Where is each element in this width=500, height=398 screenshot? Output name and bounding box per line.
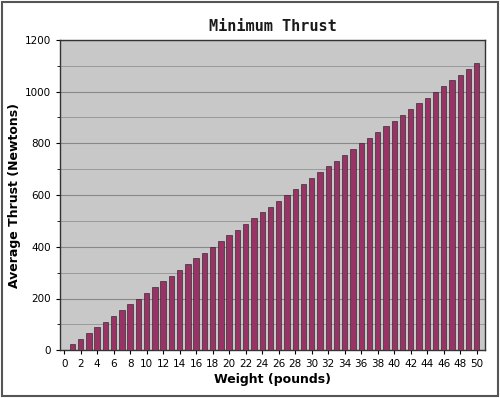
Bar <box>358 144 364 350</box>
Bar <box>70 345 75 350</box>
Title: Minimum Thrust: Minimum Thrust <box>208 20 336 35</box>
Bar <box>450 80 454 350</box>
Bar <box>111 316 116 350</box>
Bar <box>128 304 133 350</box>
Bar <box>416 103 422 350</box>
Bar <box>234 230 240 350</box>
Bar <box>350 149 356 350</box>
Bar <box>268 207 273 350</box>
Bar <box>144 293 150 350</box>
Bar <box>301 184 306 350</box>
Bar <box>334 161 339 350</box>
Bar <box>466 69 471 350</box>
Bar <box>400 115 405 350</box>
Bar <box>424 98 430 350</box>
Bar <box>194 258 199 350</box>
Bar <box>326 166 331 350</box>
Bar <box>168 275 174 350</box>
Bar <box>309 178 314 350</box>
Bar <box>284 195 290 350</box>
Bar <box>408 109 414 350</box>
Bar <box>375 132 380 350</box>
Bar <box>202 253 207 350</box>
Bar <box>252 218 256 350</box>
Bar <box>441 86 446 350</box>
Bar <box>136 298 141 350</box>
Bar <box>433 92 438 350</box>
Bar <box>226 235 232 350</box>
Bar <box>86 333 92 350</box>
Bar <box>292 189 298 350</box>
Y-axis label: Average Thrust (Newtons): Average Thrust (Newtons) <box>8 103 20 287</box>
Bar <box>384 126 388 350</box>
Bar <box>276 201 281 350</box>
Bar <box>218 241 224 350</box>
Bar <box>78 339 84 350</box>
Bar <box>243 224 248 350</box>
Bar <box>119 310 124 350</box>
Bar <box>177 270 182 350</box>
Bar <box>94 327 100 350</box>
Bar <box>152 287 158 350</box>
Bar <box>392 121 397 350</box>
Bar <box>210 247 216 350</box>
Bar <box>185 264 190 350</box>
Bar <box>160 281 166 350</box>
Bar <box>318 172 322 350</box>
X-axis label: Weight (pounds): Weight (pounds) <box>214 373 331 386</box>
Bar <box>367 138 372 350</box>
Bar <box>474 63 480 350</box>
Bar <box>260 213 265 350</box>
Bar <box>342 155 347 350</box>
Bar <box>102 322 108 350</box>
Bar <box>458 74 463 350</box>
